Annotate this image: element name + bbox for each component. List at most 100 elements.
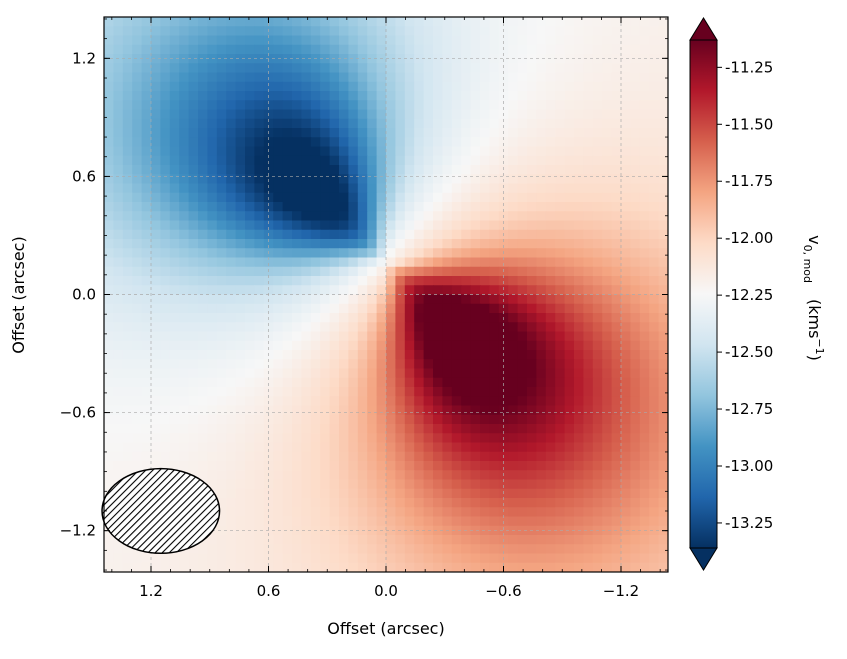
heatmap-cell — [216, 359, 227, 370]
heatmap-cell — [339, 451, 349, 462]
heatmap-cell — [480, 100, 490, 111]
heatmap-cell — [357, 44, 368, 55]
heatmap-cell — [198, 562, 208, 572]
heatmap-cell — [498, 405, 509, 416]
heatmap-cell — [592, 414, 603, 425]
heatmap-cell — [433, 276, 443, 286]
heatmap-cell — [282, 91, 293, 101]
heatmap-cell — [611, 442, 622, 453]
heatmap-cell — [527, 553, 537, 564]
heatmap-cell — [395, 303, 406, 314]
heatmap-cell — [207, 276, 218, 286]
heatmap-cell — [301, 257, 312, 268]
heatmap-cell — [555, 424, 566, 434]
heatmap-cell — [442, 322, 453, 333]
heatmap-cell — [226, 535, 237, 545]
heatmap-cell — [527, 137, 537, 148]
heatmap-cell — [404, 368, 415, 379]
heatmap-cell — [498, 220, 509, 231]
heatmap-cell — [179, 405, 190, 416]
heatmap-cell — [423, 331, 434, 342]
heatmap-cell — [254, 17, 265, 27]
heatmap-cell — [188, 26, 199, 37]
heatmap-cell — [480, 562, 490, 572]
heatmap-cell — [282, 211, 293, 222]
heatmap-cell — [433, 248, 443, 259]
heatmap-cell — [480, 424, 490, 434]
heatmap-cell — [517, 81, 528, 92]
heatmap-cell — [367, 498, 378, 508]
heatmap-cell — [254, 146, 265, 157]
heatmap-cell — [639, 54, 650, 64]
heatmap-cell — [630, 35, 641, 46]
heatmap-cell — [555, 72, 566, 83]
heatmap-cell — [498, 239, 509, 249]
heatmap-cell — [433, 72, 443, 83]
heatmap-cell — [207, 220, 218, 231]
heatmap-cell — [545, 91, 556, 101]
heatmap-cell — [376, 285, 387, 296]
heatmap-cell — [216, 211, 227, 222]
heatmap-cell — [198, 553, 208, 564]
heatmap-cell — [329, 470, 340, 481]
heatmap-cell — [367, 442, 378, 453]
heatmap-cell — [621, 229, 631, 240]
heatmap-cell — [226, 183, 237, 194]
heatmap-cell — [141, 109, 152, 120]
heatmap-cell — [451, 91, 462, 101]
heatmap-cell — [132, 303, 143, 314]
heatmap-cell — [207, 479, 218, 490]
heatmap-cell — [226, 239, 237, 249]
heatmap-cell — [621, 303, 631, 314]
heatmap-cell — [113, 63, 124, 74]
heatmap-cell — [122, 118, 133, 129]
heatmap-cell — [404, 100, 415, 111]
heatmap-cell — [545, 266, 556, 277]
heatmap-cell — [611, 211, 622, 222]
heatmap-cell — [188, 276, 199, 286]
heatmap-cell — [273, 303, 284, 314]
heatmap-cell — [329, 562, 340, 572]
heatmap-cell — [198, 442, 208, 453]
heatmap-cell — [367, 516, 378, 527]
heatmap-cell — [545, 109, 556, 120]
heatmap-cell — [433, 516, 443, 527]
heatmap-cell — [423, 276, 434, 286]
heatmap-cell — [545, 276, 556, 286]
heatmap-cell — [348, 54, 359, 64]
x-tick-label: −0.6 — [485, 582, 521, 600]
heatmap-cell — [414, 451, 425, 462]
heatmap-cell — [376, 146, 387, 157]
heatmap-cell — [451, 26, 462, 37]
heatmap-cell — [357, 377, 368, 388]
heatmap-cell — [188, 405, 199, 416]
heatmap-cell — [169, 377, 180, 388]
heatmap-cell — [329, 137, 340, 148]
heatmap-cell — [527, 498, 537, 508]
heatmap-cell — [564, 183, 575, 194]
heatmap-cell — [122, 81, 133, 92]
heatmap-cell — [113, 192, 124, 203]
heatmap-cell — [592, 109, 603, 120]
heatmap-cell — [292, 109, 302, 120]
heatmap-cell — [480, 285, 490, 296]
heatmap-cell — [226, 285, 237, 296]
heatmap-cell — [611, 322, 622, 333]
heatmap-cell — [329, 451, 340, 462]
heatmap-cell — [611, 118, 622, 129]
heatmap-cell — [527, 322, 537, 333]
heatmap-cell — [320, 498, 331, 508]
heatmap-cell — [583, 266, 594, 277]
heatmap-cell — [357, 535, 368, 545]
heatmap-cell — [132, 377, 143, 388]
heatmap-cell — [104, 535, 114, 545]
heatmap-cell — [630, 211, 641, 222]
heatmap-cell — [188, 424, 199, 434]
heatmap-cell — [489, 322, 500, 333]
heatmap-cell — [367, 461, 378, 471]
heatmap-cell — [517, 387, 528, 397]
heatmap-cell — [583, 470, 594, 481]
heatmap-cell — [273, 359, 284, 370]
heatmap-cell — [395, 488, 406, 499]
heatmap-cell — [357, 470, 368, 481]
